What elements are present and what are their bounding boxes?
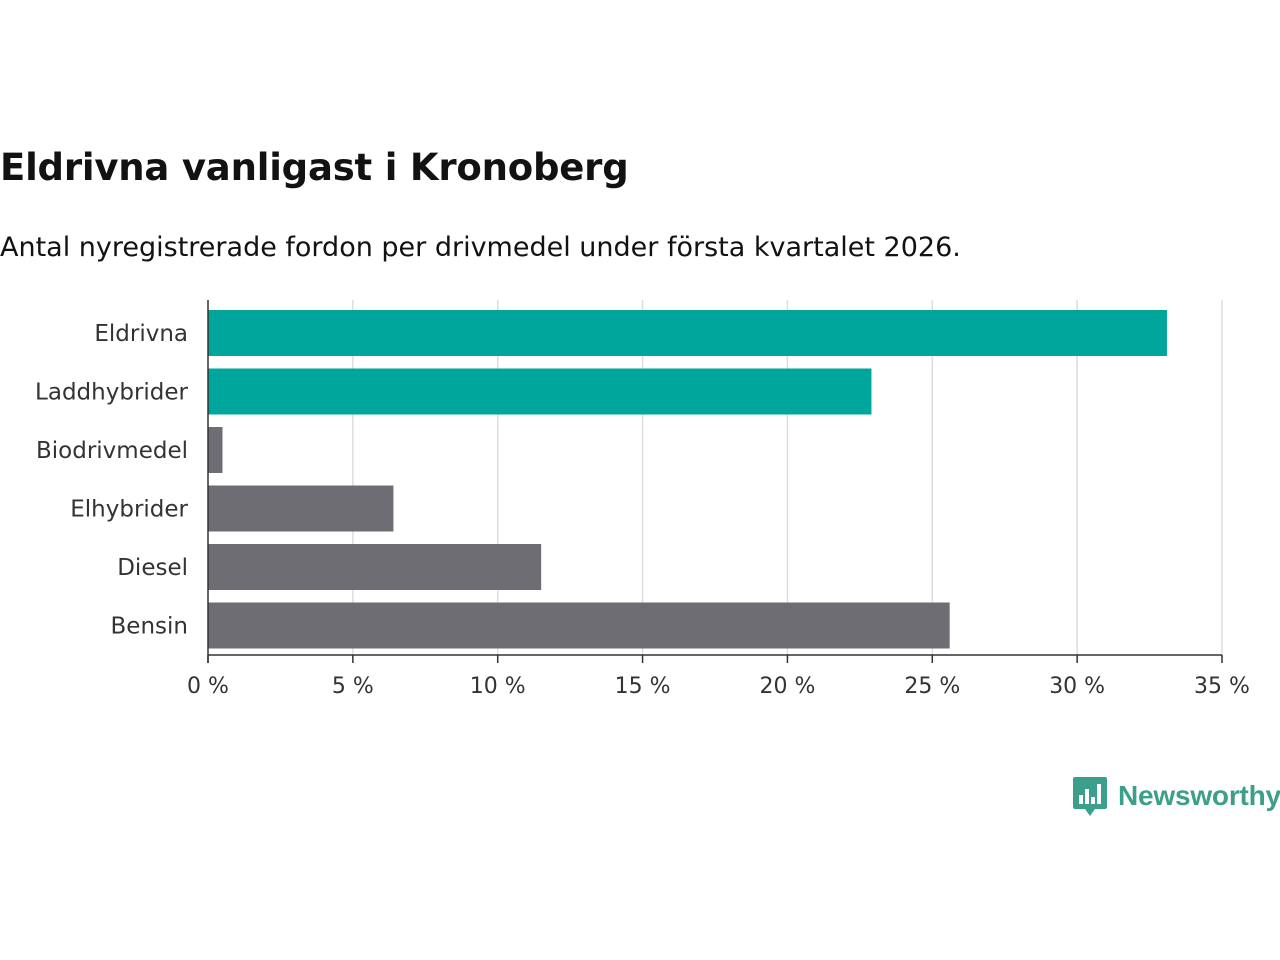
chart-subtitle: Antal nyregistrerade fordon per drivmede… [0, 232, 961, 263]
bar-elhybrider [208, 485, 394, 532]
x-tick-label: 10 % [470, 674, 526, 699]
bar-bensin [208, 602, 950, 649]
category-label: Elhybrider [70, 497, 188, 523]
x-tick-label: 35 % [1194, 674, 1250, 699]
bar-chart: Eldrivna Laddhybrider Biodrivmedel Elhybrid… [35, 300, 1250, 699]
category-label: Diesel [117, 555, 188, 581]
x-tick-label: 30 % [1049, 674, 1105, 699]
bar-laddhybrider [208, 368, 872, 415]
x-axis: 0 % 5 % 10 % 15 % 20 % 25 % 30 % 35 % [187, 300, 1250, 699]
newsworthy-logo-icon [1073, 777, 1107, 816]
chart-title: Eldrivna vanligast i Kronoberg [0, 146, 629, 189]
bar-biodrivmedel [208, 427, 223, 473]
bars [208, 310, 1167, 649]
brand-name: Newsworthy [1118, 780, 1280, 811]
category-label: Bensin [111, 614, 188, 640]
brand-logo: Newsworthy [1072, 775, 1280, 817]
gridlines [352, 300, 1223, 655]
x-tick-label: 25 % [904, 674, 960, 699]
x-tick-label: 15 % [615, 674, 671, 699]
category-labels: Eldrivna Laddhybrider Biodrivmedel Elhybrid… [35, 321, 188, 640]
category-label: Biodrivmedel [36, 438, 188, 464]
x-tick-label: 0 % [187, 674, 229, 699]
x-tick-label: 20 % [759, 674, 815, 699]
category-label: Eldrivna [94, 321, 188, 347]
bar-eldrivna [208, 310, 1167, 356]
bar-diesel [208, 544, 542, 590]
x-tick-label: 5 % [332, 674, 374, 699]
category-label: Laddhybrider [35, 380, 188, 406]
